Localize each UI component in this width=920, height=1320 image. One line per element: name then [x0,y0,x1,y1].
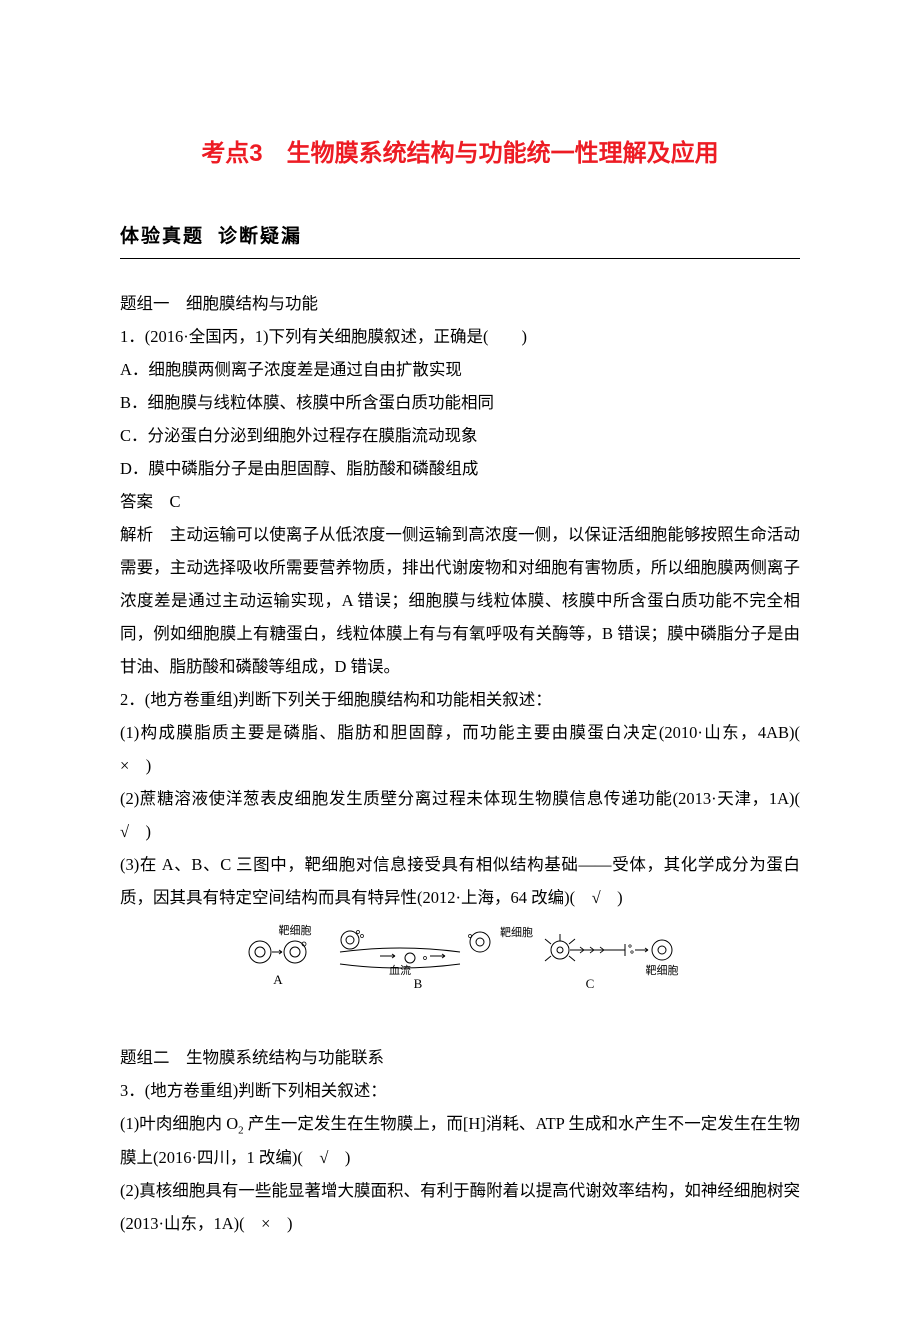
cell-signaling-diagram: 靶细胞 A [230,922,690,1002]
q2-figure: 靶细胞 A [120,922,800,1013]
panel-a: 靶细胞 A [249,924,312,987]
q2-item-3: (3)在 A、B、C 三图中，靶细胞对信息接受具有相似结构基础——受体，其化学成… [120,848,800,914]
group1-title: 题组一 细胞膜结构与功能 [120,287,800,320]
q1-option-d: D．膜中磷脂分子是由胆固醇、脂肪酸和磷酸组成 [120,452,800,485]
label-target-a: 靶细胞 [279,924,312,937]
section-header-part-b: 诊断疑漏 [218,226,302,247]
q2-item-2: (2)蔗糖溶液使洋葱表皮细胞发生质壁分离过程未体现生物膜信息传递功能(2013·… [120,782,800,848]
q1-answer: 答案 C [120,485,800,518]
q2-stem: 2．(地方卷重组)判断下列关于细胞膜结构和功能相关叙述： [120,683,800,716]
label-target-b: 靶细胞 [500,926,533,939]
section-header-part-a: 体验真题 [120,226,204,247]
panel-c: 靶细胞 C [545,934,679,991]
q3-item-2: (2)真核细胞具有一些能显著增大膜面积、有利于酶附着以提高代谢效率结构，如神经细… [120,1174,800,1240]
axis-label-a: A [273,972,283,987]
exam-point-title: 考点3 生物膜系统结构与功能统一性理解及应用 [120,130,800,178]
q3-stem: 3．(地方卷重组)判断下列相关叙述： [120,1074,800,1107]
q2-item-1: (1)构成膜脂质主要是磷脂、脂肪和胆固醇，而功能主要由膜蛋白决定(2010·山东… [120,716,800,782]
label-target-c: 靶细胞 [646,964,679,977]
section-header: 体验真题诊断疑漏 [120,218,800,259]
panel-b: 血流 靶细胞 B [340,926,533,991]
group2-title: 题组二 生物膜系统结构与功能联系 [120,1041,800,1074]
q3-item-1: (1)叶肉细胞内 O2 产生一定发生在生物膜上，而[H]消耗、ATP 生成和水产… [120,1107,800,1174]
axis-label-c: C [586,976,595,991]
q1-explanation: 解析 主动运输可以使离子从低浓度一侧运输到高浓度一侧，以保证活细胞能够按照生命活… [120,518,800,683]
q1-stem: 1．(2016·全国丙，1)下列有关细胞膜叙述，正确是( ) [120,320,800,353]
q3-1-text-a: (1)叶肉细胞内 O [120,1114,238,1133]
label-blood: 血流 [389,963,411,977]
page-content: 考点3 生物膜系统结构与功能统一性理解及应用 体验真题诊断疑漏 题组一 细胞膜结… [0,0,920,1320]
q1-option-a: A．细胞膜两侧离子浓度差是通过自由扩散实现 [120,353,800,386]
q1-option-c: C．分泌蛋白分泌到细胞外过程存在膜脂流动现象 [120,419,800,452]
axis-label-b: B [414,976,423,991]
q1-option-b: B．细胞膜与线粒体膜、核膜中所含蛋白质功能相同 [120,386,800,419]
